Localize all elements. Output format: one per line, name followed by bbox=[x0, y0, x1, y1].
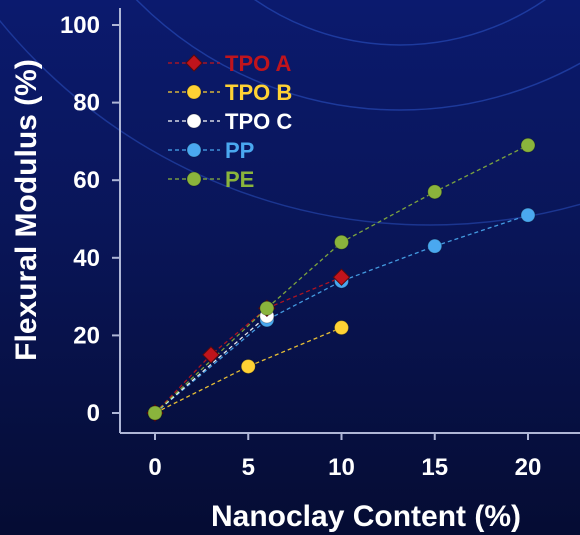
data-point-tpo-b bbox=[240, 358, 256, 374]
axes bbox=[119, 8, 580, 434]
y-tick-label: 80 bbox=[73, 90, 100, 117]
x-axis-title: Nanoclay Content (%) bbox=[211, 500, 521, 533]
legend-label-tpo-a: TPO A bbox=[225, 51, 292, 76]
x-tick-label: 15 bbox=[421, 454, 448, 481]
legend-label-pe: PE bbox=[225, 167, 254, 192]
x-tick-label: 5 bbox=[242, 454, 255, 481]
legend-label-tpo-c: TPO C bbox=[225, 109, 292, 134]
y-axis-title: Flexural Modulus (%) bbox=[10, 59, 43, 361]
data-point-pe bbox=[147, 405, 163, 421]
y-tick-label: 0 bbox=[87, 400, 100, 427]
y-tick-label: 40 bbox=[73, 245, 100, 272]
y-tick-label: 20 bbox=[73, 322, 100, 349]
series-line-tpo-a bbox=[154, 276, 342, 414]
data-point-tpo-a bbox=[202, 346, 220, 364]
x-tick-label: 10 bbox=[328, 454, 355, 481]
data-point-pe bbox=[520, 137, 536, 153]
data-point-tpo-a bbox=[332, 268, 351, 286]
series-line-tpo-c bbox=[154, 315, 268, 414]
data-point-pp bbox=[520, 207, 536, 223]
data-point-tpo-b bbox=[334, 320, 349, 336]
x-tick-label: 20 bbox=[515, 454, 542, 481]
series-markers bbox=[146, 137, 536, 422]
y-tick-label: 100 bbox=[60, 12, 100, 39]
legend-marker-tpo-c bbox=[186, 113, 202, 129]
legend-marker-pe bbox=[186, 171, 202, 187]
legend: TPO A TPO B TPO C PP PE bbox=[168, 51, 292, 192]
legend-label-tpo-b: TPO B bbox=[225, 80, 292, 105]
y-tick-label: 60 bbox=[73, 167, 100, 194]
legend-marker-pp bbox=[186, 142, 202, 158]
series-layer bbox=[146, 137, 536, 422]
x-tick-label: 0 bbox=[148, 454, 161, 481]
series-line-tpo-b bbox=[154, 327, 342, 414]
legend-marker-tpo-a bbox=[185, 54, 203, 72]
legend-label-pp: PP bbox=[225, 138, 254, 163]
data-point-pe bbox=[259, 300, 275, 316]
data-point-pe bbox=[334, 234, 349, 250]
data-point-pp bbox=[427, 238, 443, 254]
background-arcs bbox=[0, 0, 580, 226]
data-point-pe bbox=[427, 184, 443, 200]
ticks: 0 5 10 15 20 0 20 40 60 80 100 bbox=[60, 12, 541, 481]
legend-marker-tpo-b bbox=[186, 84, 202, 100]
